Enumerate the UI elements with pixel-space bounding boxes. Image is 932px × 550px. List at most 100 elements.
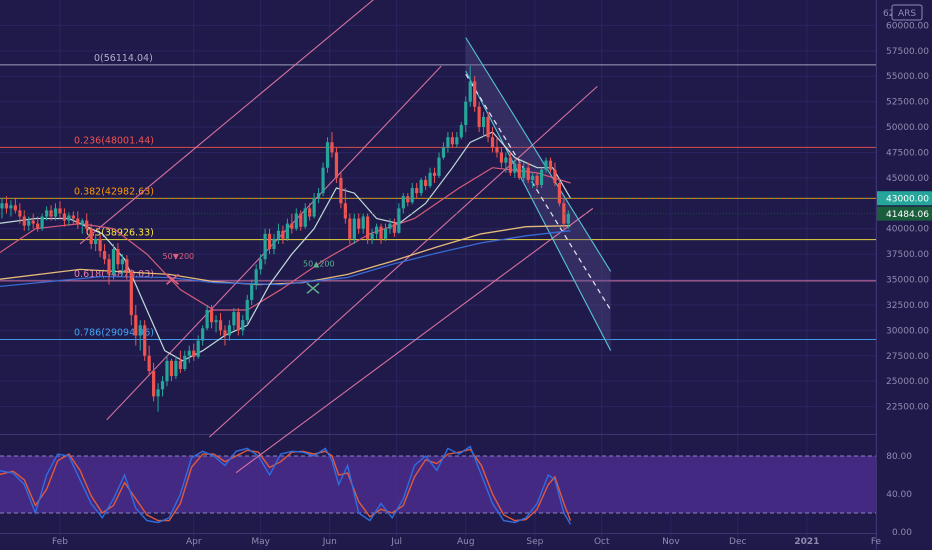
- candle-body: [388, 223, 392, 229]
- candle-body: [531, 175, 535, 180]
- candle-body: [477, 106, 481, 128]
- candle-body: [459, 125, 463, 138]
- candle-body: [343, 203, 347, 219]
- candle-body: [254, 269, 258, 285]
- candle-body: [406, 196, 410, 203]
- stoch-k-line: [0, 445, 572, 525]
- candle-body: [450, 137, 454, 145]
- candle-body: [486, 116, 490, 138]
- candle-body: [366, 216, 370, 239]
- x-tick-label: Oct: [594, 537, 610, 547]
- candle-body: [428, 172, 432, 187]
- stoch-rsi-panel: [0, 445, 876, 525]
- candle-body: [107, 259, 111, 275]
- candle-body: [294, 213, 298, 229]
- candle-body: [548, 160, 553, 170]
- sma-mid-line: [0, 167, 571, 311]
- x-tick-label: 2021: [794, 537, 819, 547]
- candle-body: [370, 233, 374, 239]
- candle-body: [214, 320, 218, 323]
- sma-alt-line: [0, 230, 571, 288]
- cross-mark: [306, 282, 320, 294]
- candle-body: [209, 310, 214, 323]
- ascending-channel-line: [235, 207, 594, 474]
- candle-body: [102, 251, 107, 260]
- candle-body: [31, 220, 35, 224]
- candle-body: [201, 328, 205, 341]
- descending-channel-line: [465, 37, 612, 272]
- candle-body: [259, 259, 263, 270]
- candle-body: [352, 218, 356, 239]
- candle-body: [40, 216, 44, 229]
- candle-body: [424, 179, 428, 187]
- y-tick-label: 27500.00: [886, 352, 929, 362]
- candle-body: [156, 389, 160, 397]
- candle-body: [504, 157, 508, 163]
- fib-label-0.786: 0.786(29094.96): [74, 328, 154, 339]
- fib-label-0.236: 0.236(48001.44): [74, 135, 154, 146]
- candle-body: [535, 175, 539, 185]
- candle-body: [116, 249, 120, 265]
- candle-body: [281, 230, 285, 239]
- y-tick-label: 32500.00: [886, 301, 929, 311]
- candle-body: [187, 350, 191, 356]
- candle-body: [245, 299, 249, 321]
- rsi-tick-label: 40.00: [886, 490, 912, 500]
- candle-body: [223, 330, 227, 336]
- candle-body: [495, 147, 499, 153]
- candle-body: [276, 230, 281, 239]
- candle-body: [98, 238, 102, 252]
- y-tick-label: 47500.00: [886, 148, 929, 158]
- candle-body: [410, 188, 414, 203]
- candle-body: [446, 137, 450, 148]
- x-tick-label: Jul: [390, 537, 402, 547]
- candle-body: [272, 238, 276, 250]
- candle-body: [432, 172, 437, 176]
- candle-body: [53, 208, 58, 217]
- candle-body: [76, 218, 80, 225]
- y-tick-label: 62: [883, 9, 894, 19]
- x-tick-label: Sep: [526, 537, 543, 547]
- candle-body: [357, 218, 361, 229]
- candle-body: [236, 312, 240, 331]
- candle-body: [89, 228, 93, 244]
- x-tick-label: Jun: [322, 537, 337, 547]
- candle-body: [397, 208, 401, 233]
- candle-body: [401, 196, 405, 209]
- candle-body: [120, 259, 124, 265]
- cross-mark: [166, 273, 180, 285]
- y-tick-label: 37500.00: [886, 250, 929, 260]
- x-tick-label: Nov: [662, 537, 680, 547]
- candle-body: [67, 215, 71, 221]
- candle-body: [348, 218, 352, 239]
- annotations: 50▼200 50▲200: [163, 252, 335, 294]
- candle-body: [299, 213, 303, 227]
- candle-body: [263, 233, 267, 260]
- candle-body: [334, 152, 339, 178]
- rsi-tick-label: 0.00: [892, 528, 912, 538]
- candle-body: [468, 81, 472, 102]
- candle-body: [147, 355, 151, 372]
- ascending-channel-line: [79, 0, 374, 245]
- candle-body: [562, 203, 566, 224]
- y-tick-label: 25000.00: [886, 377, 929, 387]
- cross-annotation: 50▼200: [163, 252, 195, 261]
- candle-body: [4, 203, 9, 209]
- candle-body: [174, 360, 178, 377]
- candle-body: [160, 381, 165, 390]
- price-label-box: [877, 191, 932, 206]
- candle-body: [218, 320, 223, 331]
- y-tick-label: 57500.00: [886, 47, 929, 57]
- candle-body: [481, 116, 486, 128]
- candle-body: [134, 315, 138, 336]
- candle-body: [553, 169, 557, 183]
- candle-body: [522, 167, 526, 178]
- y-tick-label: 50000.00: [886, 123, 929, 133]
- candle-body: [321, 167, 325, 194]
- y-tick-label: 30000.00: [886, 326, 929, 336]
- candle-body: [111, 249, 116, 275]
- candle-body: [312, 198, 316, 217]
- candle-body: [205, 310, 209, 329]
- candle-body: [539, 169, 544, 185]
